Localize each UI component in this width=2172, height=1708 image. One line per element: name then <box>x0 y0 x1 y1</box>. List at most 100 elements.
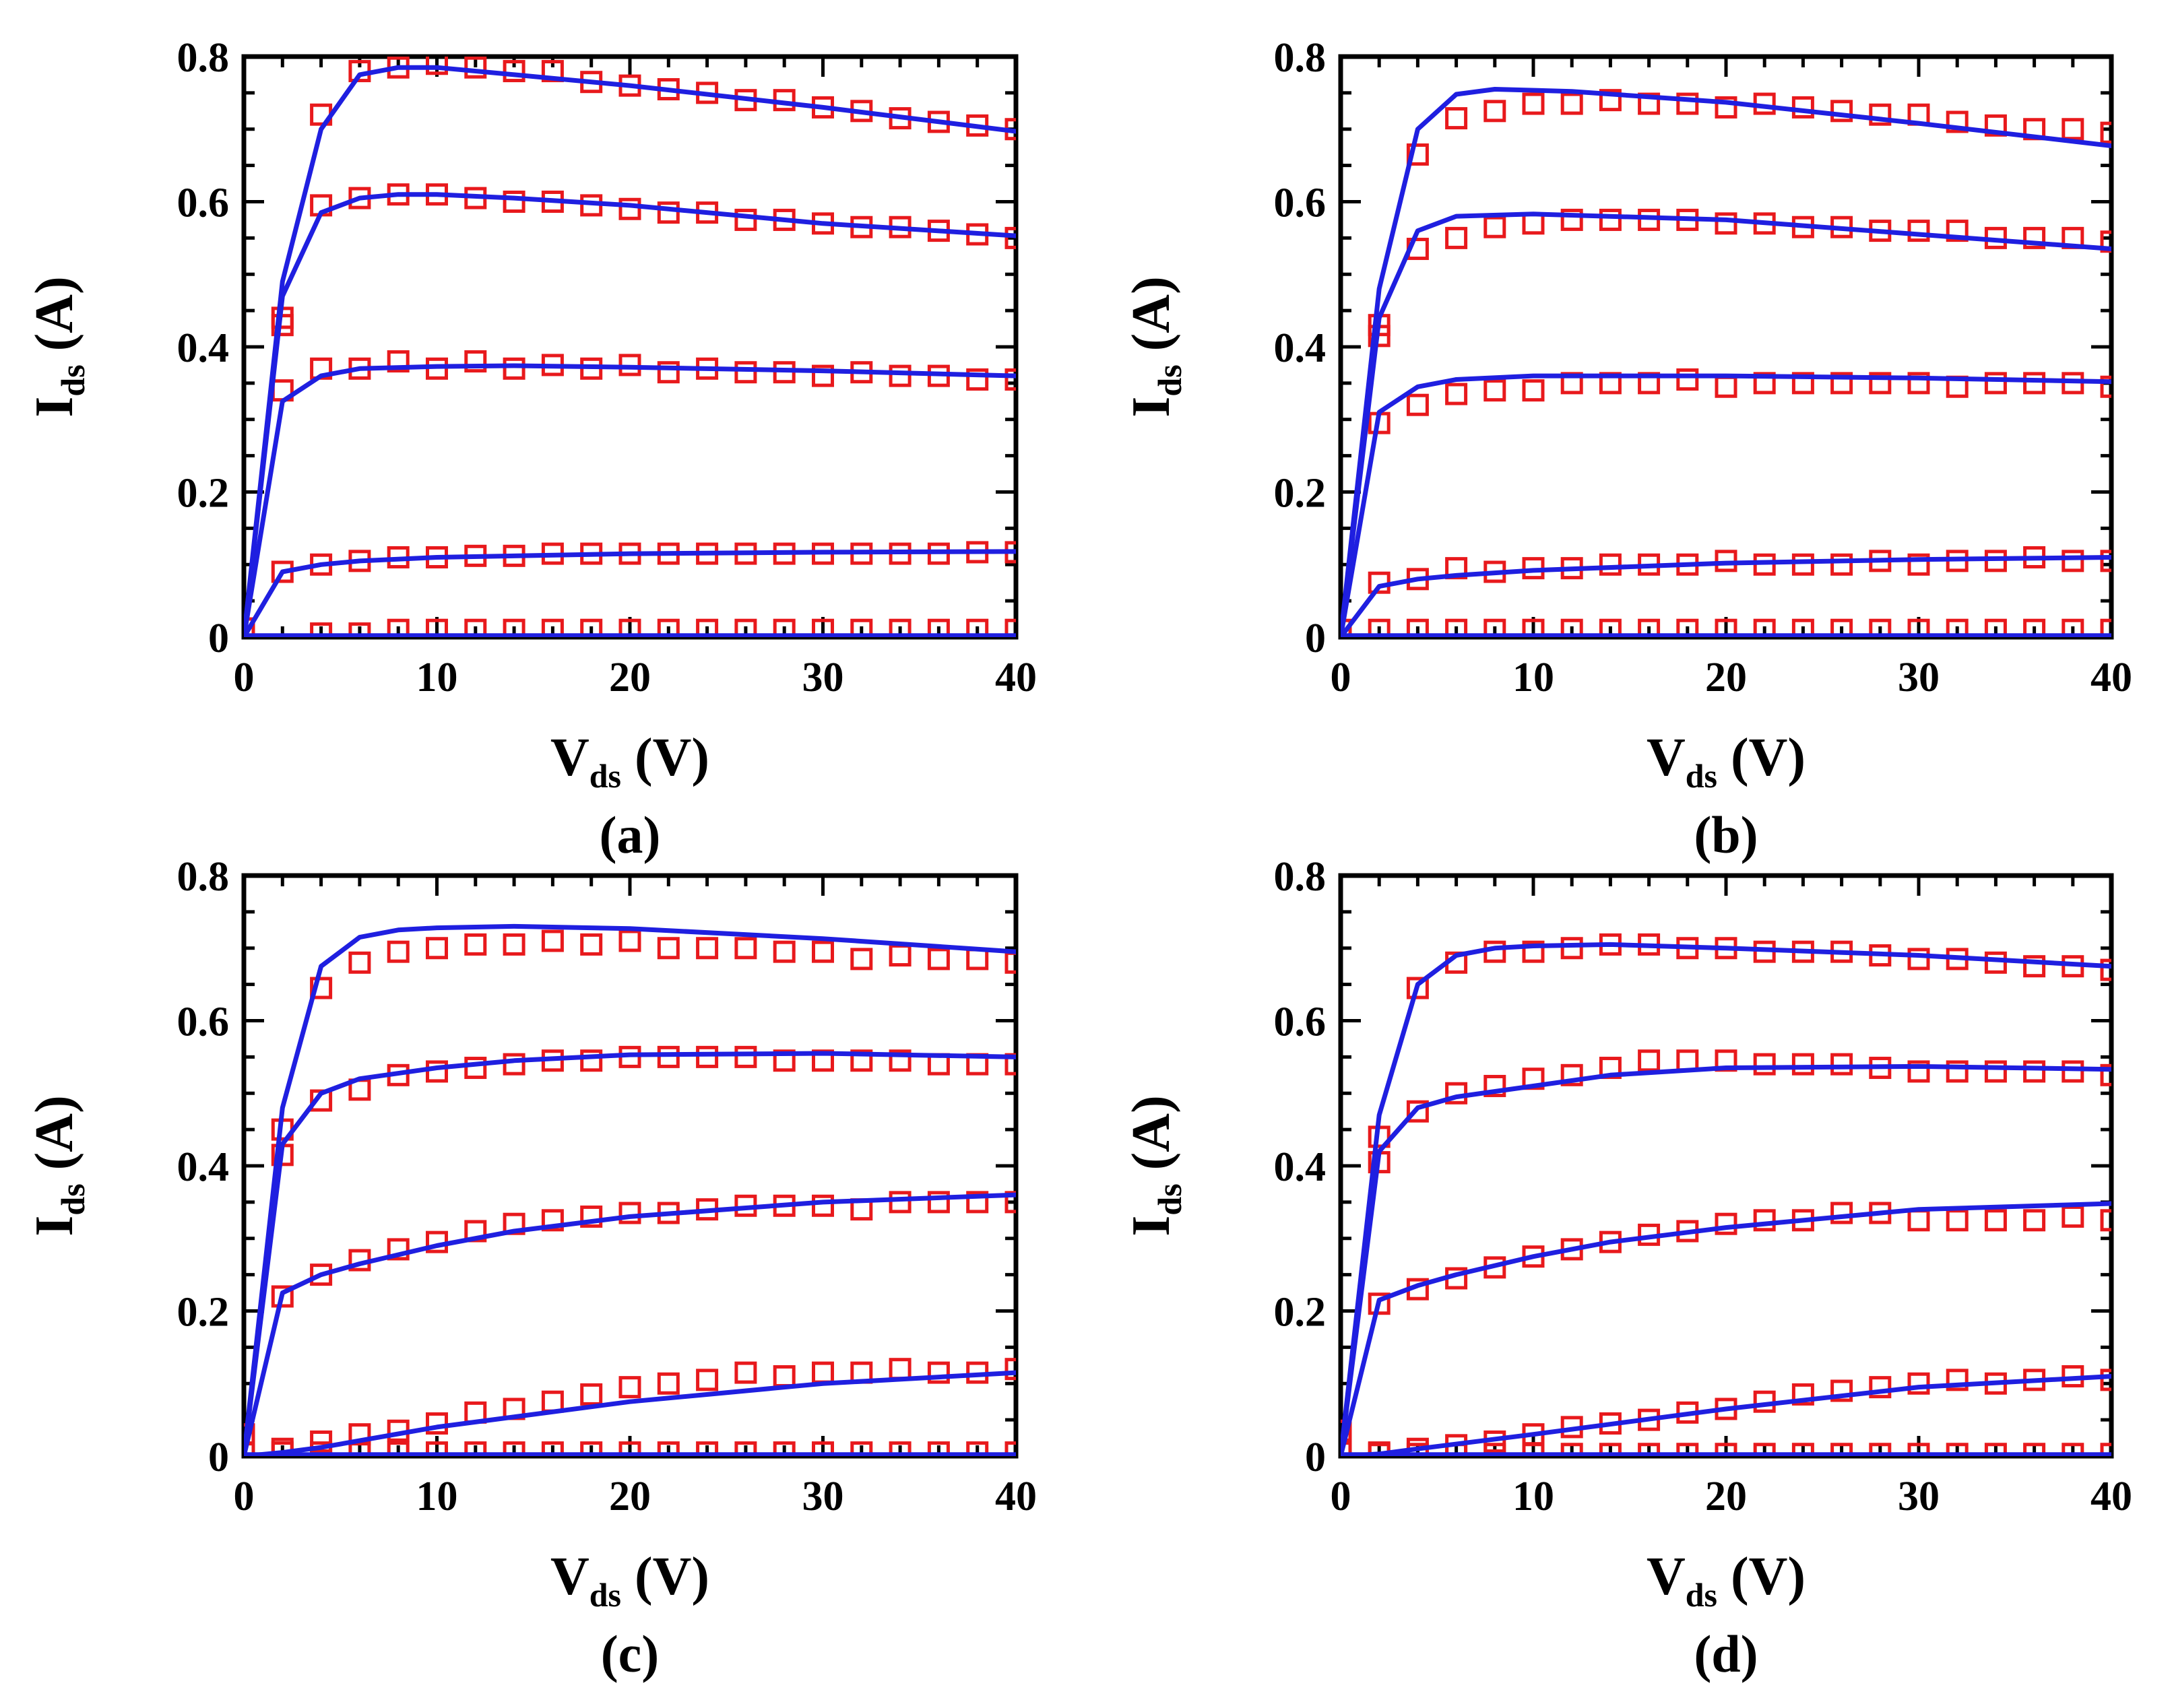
x-tick-label: 0 <box>1331 1474 1351 1519</box>
measured-point <box>2100 618 2111 637</box>
measured-point <box>1341 618 1352 637</box>
measured-point <box>1445 618 1468 637</box>
y-tick-label: 0.8 <box>1274 854 1327 900</box>
measured-point <box>1715 96 1737 119</box>
measured-point <box>1946 1060 1969 1083</box>
x-axis-title-unit: (V) <box>1717 1547 1806 1606</box>
x-tick-label: 0 <box>234 655 255 700</box>
measured-point <box>2100 375 2111 398</box>
measured-point <box>1946 220 1969 242</box>
x-axis-title-sub: ds <box>1686 757 1717 795</box>
measured-point <box>464 350 487 373</box>
measured-point <box>1984 114 2007 137</box>
measured-point <box>1368 618 1391 637</box>
y-axis-title-unit: (A) <box>25 1095 84 1183</box>
measured-point <box>1004 368 1016 391</box>
measured-point <box>1791 553 1814 576</box>
measured-point <box>426 1412 448 1435</box>
measured-point <box>1791 96 1814 119</box>
measured-point <box>2023 1209 2046 1232</box>
measured-point <box>618 618 641 637</box>
y-tick-label: 0.6 <box>177 999 230 1045</box>
measured-point <box>1907 1209 1930 1232</box>
measured-point <box>773 1365 796 1387</box>
y-tick-label: 0 <box>208 616 229 661</box>
measured-point <box>2100 550 2111 572</box>
measured-point <box>696 1369 719 1391</box>
measured-point <box>966 618 989 637</box>
series-meas-3 <box>271 350 1016 402</box>
measured-point <box>696 937 719 960</box>
measured-point <box>696 1045 719 1068</box>
measured-point <box>1753 1053 1776 1076</box>
plot-frame <box>241 873 1019 1459</box>
measured-point <box>1791 372 1814 395</box>
x-axis-title-main: V <box>550 1547 589 1606</box>
x-axis-title-sub: ds <box>589 1576 621 1614</box>
model-line-model-2 <box>1341 211 2111 637</box>
measured-point <box>889 944 912 967</box>
measured-point <box>1984 1209 2007 1232</box>
measured-point <box>1946 110 1969 133</box>
measured-point <box>850 1049 873 1072</box>
measured-point <box>1946 618 1969 637</box>
measured-point <box>1676 1049 1699 1072</box>
measured-point <box>773 618 796 637</box>
measured-point <box>927 948 950 971</box>
y-tick-label: 0.8 <box>1274 35 1327 81</box>
measured-point <box>1445 226 1468 249</box>
y-axis-title-main: I <box>25 397 84 418</box>
measured-point <box>812 1194 834 1217</box>
measured-point <box>734 1045 757 1068</box>
x-tick-label: 30 <box>1898 1474 1940 1519</box>
x-tick-label: 20 <box>1705 655 1747 700</box>
y-tick-label: 0.2 <box>1274 1290 1327 1336</box>
measured-point <box>1907 372 1930 395</box>
measured-point <box>1406 1100 1429 1123</box>
measured-point <box>1560 208 1583 231</box>
y-tick-label: 0.2 <box>1274 471 1327 517</box>
measured-point <box>1830 1379 1853 1402</box>
y-tick-label: 0.2 <box>177 1290 230 1336</box>
measured-point <box>1830 372 1853 395</box>
x-tick-label: 10 <box>1512 1474 1554 1519</box>
x-axis-title-unit: (V) <box>1717 728 1806 787</box>
measured-point <box>464 618 487 637</box>
series-meas-2 <box>1368 208 2111 348</box>
x-axis-title-sub: ds <box>589 757 621 795</box>
panel-label: (d) <box>1694 1624 1758 1683</box>
measured-point <box>927 618 950 637</box>
model-line-model-2 <box>244 192 1016 637</box>
panel-c: 0 10 20 30 40 0 0.2 0.4 0.6 0.8 Vds (V) Ids (A) (c) <box>25 854 1037 1683</box>
measured-point <box>1715 618 1737 637</box>
measured-point <box>1715 212 1737 235</box>
y-tick-label: 0.6 <box>1274 999 1327 1045</box>
model-line-model-3 <box>1341 1201 2111 1456</box>
measured-point <box>2062 1205 2084 1228</box>
measured-point <box>657 1045 680 1068</box>
measured-point <box>927 1361 950 1384</box>
y-axis-title-main: I <box>1122 1216 1181 1237</box>
series-meas-5 <box>1341 618 2111 637</box>
y-axis-title: Ids (A) <box>25 276 92 417</box>
measured-point <box>426 618 448 637</box>
measured-point <box>734 208 757 231</box>
measured-point <box>889 1358 912 1381</box>
model-line-model-1 <box>244 923 1016 1456</box>
y-tick-label: 0.4 <box>1274 1144 1327 1190</box>
measured-point <box>1984 1060 2007 1083</box>
y-tick-label: 0.8 <box>177 35 230 81</box>
measured-point <box>1676 618 1699 637</box>
x-tick-label: 30 <box>1898 655 1940 700</box>
series-meas-1 <box>310 929 1016 999</box>
x-axis-title-sub: ds <box>1686 1576 1717 1614</box>
y-axis-title-main: I <box>25 1216 84 1237</box>
measured-point <box>1560 618 1583 637</box>
measured-point <box>503 1053 525 1076</box>
x-axis-title-main: V <box>1647 728 1686 787</box>
y-tick-label: 0.6 <box>177 180 230 226</box>
x-axis-title: Vds (V) <box>550 1547 709 1614</box>
y-axis-title: Ids (A) <box>1122 1095 1188 1236</box>
measured-point <box>1830 618 1853 637</box>
